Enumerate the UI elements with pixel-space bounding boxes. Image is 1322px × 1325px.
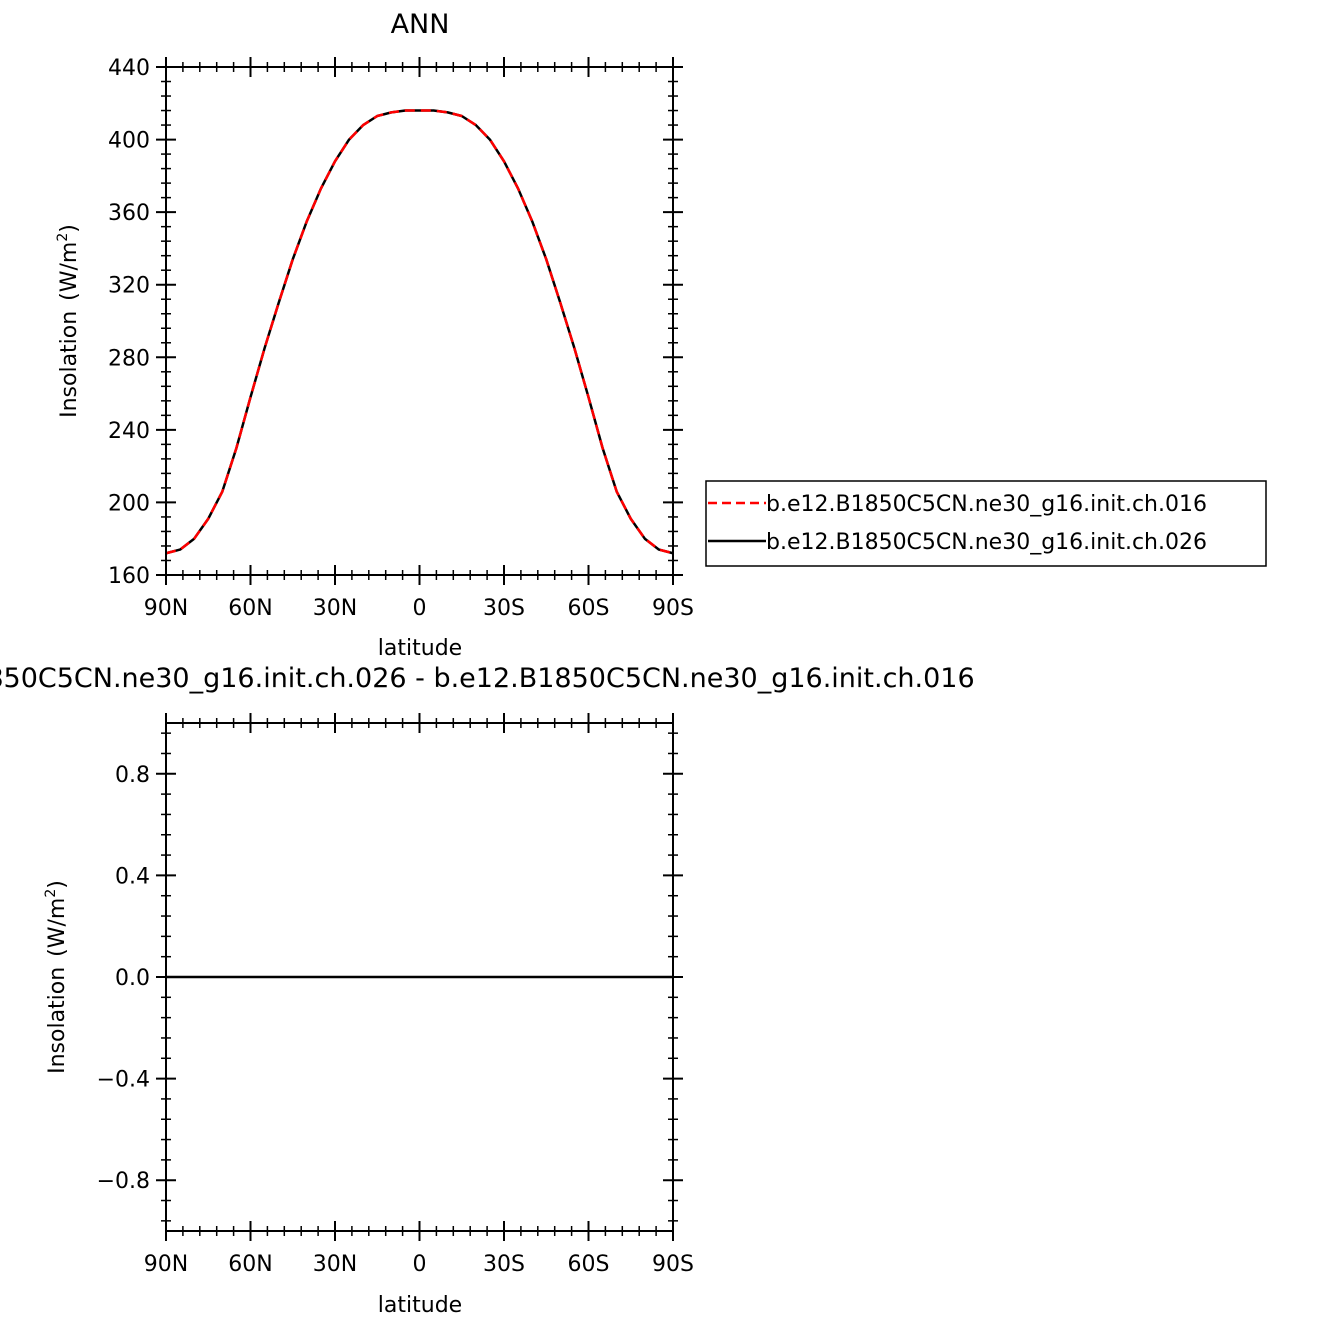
top-y-axis-label: Insolation (W/m2) [55, 224, 82, 418]
bottom-x-axis-label: latitude [378, 1293, 462, 1318]
bottom-y-axis-label-name: Insolation [45, 967, 70, 1074]
top-x-tick-label: 30S [483, 596, 525, 621]
top-y-tick-label: 200 [108, 491, 150, 516]
bottom-y-tick-label: −0.8 [97, 1169, 150, 1194]
top-chart-title: ANN [391, 9, 450, 40]
bottom-x-tick-label: 90N [144, 1252, 188, 1277]
top-y-axis-label-unit-sup: 2 [55, 233, 71, 242]
top-y-tick-label: 160 [108, 564, 150, 589]
top-x-axis-label: latitude [378, 636, 462, 661]
top-x-tick-label: 60S [568, 596, 610, 621]
bottom-x-tick-labels: 90N 60N 30N 0 30S 60S 90S [144, 1252, 694, 1277]
top-y-tick-label: 400 [108, 129, 150, 154]
top-y-tick-label: 320 [108, 274, 150, 299]
top-x-tick-label: 60N [228, 596, 272, 621]
bottom-y-tick-label: 0.0 [115, 966, 150, 991]
bottom-y-tick-label: −0.4 [97, 1068, 150, 1093]
top-plot-frame [165, 66, 674, 576]
top-x-tick-labels: 90N 60N 30N 0 30S 60S 90S [144, 596, 694, 621]
bottom-x-tick-label: 30S [483, 1252, 525, 1277]
top-y-tick-labels: 160 200 240 280 320 360 400 440 [108, 56, 150, 589]
legend: b.e12.B1850C5CN.ne30_g16.init.ch.016 b.e… [705, 480, 1267, 567]
top-y-tick-label: 280 [108, 346, 150, 371]
top-y-axis-label-unit-end: ) [57, 224, 82, 233]
bottom-y-axis-label-unit-sup: 2 [43, 889, 59, 898]
bottom-x-tick-label: 90S [652, 1252, 694, 1277]
bottom-x-tick-label: 60N [228, 1252, 272, 1277]
bottom-x-tick-label: 60S [568, 1252, 610, 1277]
top-series-line-2 [165, 109, 674, 555]
bottom-y-axis-label-unit: (W/m [45, 898, 70, 957]
bottom-chart-title: b.e12.B1850C5CN.ne30_g16.init.ch.026 - b… [0, 663, 975, 694]
top-axis-ticks [156, 57, 683, 585]
legend-box [705, 480, 1267, 567]
bottom-panel: b.e12.B1850C5CN.ne30_g16.init.ch.026 - b… [0, 663, 975, 1318]
top-series-line-1 [165, 109, 674, 555]
bottom-y-tick-label: 0.8 [115, 763, 150, 788]
legend-label-series-1: b.e12.B1850C5CN.ne30_g16.init.ch.016 [766, 492, 1207, 517]
legend-label-series-2: b.e12.B1850C5CN.ne30_g16.init.ch.026 [766, 530, 1207, 555]
top-y-axis-label-unit: (W/m [57, 242, 82, 301]
top-x-tick-label: 30N [313, 596, 357, 621]
bottom-y-tick-labels: −0.8 −0.4 0.0 0.4 0.8 [97, 763, 150, 1194]
top-panel: ANN 90N 60N 30N 0 30S 60S 90S 160 200 240 280 320 3… [55, 9, 1267, 661]
bottom-y-tick-label: 0.4 [115, 864, 150, 889]
top-y-axis-label-name: Insolation [57, 311, 82, 418]
top-y-tick-label: 360 [108, 201, 150, 226]
top-x-tick-label: 0 [413, 596, 427, 621]
top-x-tick-label: 90S [652, 596, 694, 621]
top-x-tick-label: 90N [144, 596, 188, 621]
bottom-x-tick-label: 30N [313, 1252, 357, 1277]
bottom-axis-ticks [156, 713, 683, 1241]
bottom-x-tick-label: 0 [413, 1252, 427, 1277]
top-y-tick-label: 240 [108, 419, 150, 444]
bottom-y-axis-label: Insolation (W/m2) [43, 880, 70, 1074]
top-y-tick-label: 440 [108, 56, 150, 81]
top-series-lines [165, 109, 674, 555]
bottom-y-axis-label-unit-end: ) [45, 880, 70, 889]
